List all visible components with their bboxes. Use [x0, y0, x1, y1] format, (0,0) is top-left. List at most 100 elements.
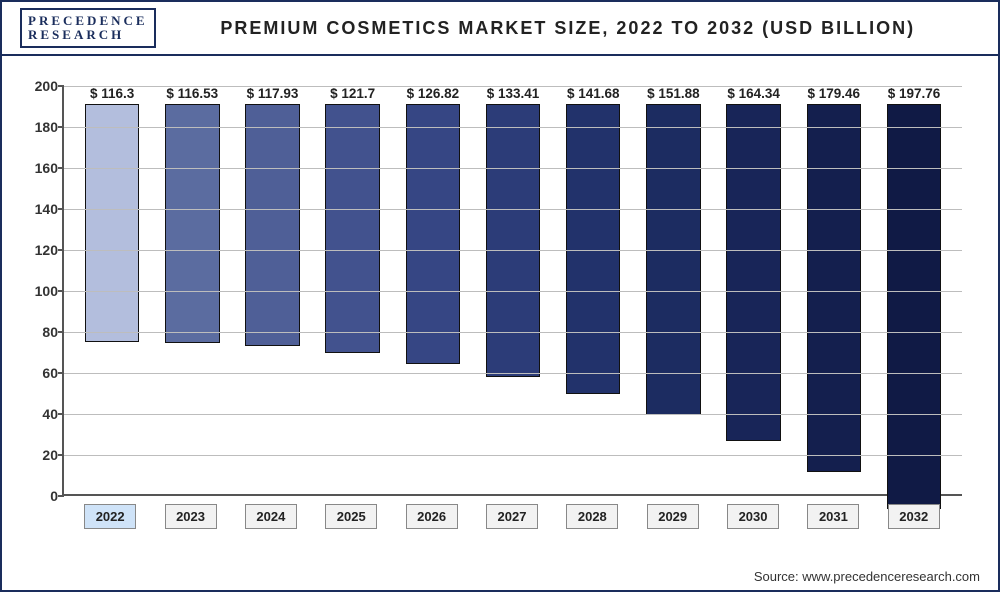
x-tick-label: 2023: [165, 504, 217, 529]
bar-value-label: $ 121.7: [330, 86, 375, 101]
x-tick-label: 2027: [486, 504, 538, 529]
chart-container: PRECEDENCE RESEARCH PREMIUM COSMETICS MA…: [0, 0, 1000, 592]
x-label-box: 2022: [70, 498, 150, 529]
y-tick: [58, 495, 64, 497]
y-tick-label: 180: [18, 119, 58, 135]
gridline: [64, 127, 962, 128]
y-tick: [58, 372, 64, 374]
bar-wrap: $ 133.41: [473, 86, 553, 377]
bar: [887, 104, 942, 509]
x-label-box: 2032: [874, 498, 954, 529]
bar-wrap: $ 116.3: [72, 86, 152, 342]
bar-value-label: $ 116.3: [90, 86, 134, 101]
logo: PRECEDENCE RESEARCH: [20, 8, 156, 47]
bar-slot: $ 116.3: [72, 86, 152, 494]
chart-title: PREMIUM COSMETICS MARKET SIZE, 2022 TO 2…: [156, 18, 980, 39]
y-tick-label: 100: [18, 283, 58, 299]
bar: [646, 104, 701, 415]
bar: [85, 104, 140, 342]
y-tick: [58, 208, 64, 210]
bar-slot: $ 121.7: [313, 86, 393, 494]
bar-value-label: $ 179.46: [808, 86, 861, 101]
x-label-box: 2029: [633, 498, 713, 529]
bar-wrap: $ 141.68: [553, 86, 633, 394]
bar-wrap: $ 117.93: [232, 86, 312, 346]
bar: [726, 104, 781, 441]
bar: [325, 104, 380, 353]
bar-slot: $ 151.88: [633, 86, 713, 494]
logo-line1: PRECEDENCE: [28, 14, 148, 28]
y-tick: [58, 454, 64, 456]
bar: [245, 104, 300, 346]
logo-line2: RESEARCH: [28, 28, 148, 42]
bar-slot: $ 116.53: [152, 86, 232, 494]
y-tick-label: 200: [18, 78, 58, 94]
x-label-box: 2027: [472, 498, 552, 529]
x-tick-label: 2025: [325, 504, 377, 529]
x-label-box: 2025: [311, 498, 391, 529]
bar-slot: $ 117.93: [232, 86, 312, 494]
gridline: [64, 332, 962, 333]
gridline: [64, 86, 962, 87]
gridline: [64, 250, 962, 251]
x-label-box: 2030: [713, 498, 793, 529]
x-tick-label: 2031: [807, 504, 859, 529]
x-tick-label: 2024: [245, 504, 297, 529]
bar-value-label: $ 197.76: [888, 86, 941, 101]
gridline: [64, 373, 962, 374]
y-tick-label: 120: [18, 242, 58, 258]
y-tick: [58, 413, 64, 415]
bars-group: $ 116.3 $ 116.53 $ 117.93 $ 121.7 $ 126.82 $ …: [64, 86, 962, 494]
y-tick-label: 140: [18, 201, 58, 217]
bar-slot: $ 141.68: [553, 86, 633, 494]
bar: [406, 104, 461, 364]
gridline: [64, 168, 962, 169]
x-label-box: 2023: [150, 498, 230, 529]
x-tick-label: 2029: [647, 504, 699, 529]
bar-wrap: $ 164.34: [714, 86, 794, 441]
y-tick-label: 40: [18, 406, 58, 422]
x-tick-label: 2028: [566, 504, 618, 529]
y-tick: [58, 167, 64, 169]
y-tick: [58, 290, 64, 292]
bar-slot: $ 164.34: [714, 86, 794, 494]
y-tick: [58, 249, 64, 251]
gridline: [64, 455, 962, 456]
gridline: [64, 414, 962, 415]
gridline: [64, 209, 962, 210]
chart-area: $ 116.3 $ 116.53 $ 117.93 $ 121.7 $ 126.82 $ …: [2, 56, 998, 564]
header: PRECEDENCE RESEARCH PREMIUM COSMETICS MA…: [2, 2, 998, 56]
y-tick: [58, 331, 64, 333]
bar: [486, 104, 541, 377]
bar: [807, 104, 862, 472]
x-label-box: 2031: [793, 498, 873, 529]
bar-value-label: $ 164.34: [727, 86, 780, 101]
bar-value-label: $ 133.41: [487, 86, 540, 101]
bar-value-label: $ 117.93: [247, 86, 299, 101]
y-tick: [58, 85, 64, 87]
x-tick-label: 2022: [84, 504, 136, 529]
bar-slot: $ 133.41: [473, 86, 553, 494]
bar-value-label: $ 116.53: [166, 86, 218, 101]
x-label-box: 2026: [391, 498, 471, 529]
bar-value-label: $ 126.82: [407, 86, 460, 101]
bar-value-label: $ 151.88: [647, 86, 700, 101]
y-tick-label: 160: [18, 160, 58, 176]
y-tick-label: 80: [18, 324, 58, 340]
y-tick-label: 60: [18, 365, 58, 381]
x-label-box: 2024: [231, 498, 311, 529]
x-tick-label: 2026: [406, 504, 458, 529]
y-tick-label: 0: [18, 488, 58, 504]
bar-slot: $ 126.82: [393, 86, 473, 494]
x-tick-label: 2032: [888, 504, 940, 529]
x-label-box: 2028: [552, 498, 632, 529]
bar-wrap: $ 116.53: [152, 86, 232, 343]
gridline: [64, 291, 962, 292]
bar: [165, 104, 220, 343]
bar-value-label: $ 141.68: [567, 86, 620, 101]
bar-slot: $ 179.46: [794, 86, 874, 494]
plot-frame: $ 116.3 $ 116.53 $ 117.93 $ 121.7 $ 126.82 $ …: [62, 86, 962, 496]
y-tick: [58, 126, 64, 128]
x-axis: 2022 2023 2024 2025 2026 2027 2028 2029 2030 2031…: [62, 498, 962, 529]
x-tick-label: 2030: [727, 504, 779, 529]
